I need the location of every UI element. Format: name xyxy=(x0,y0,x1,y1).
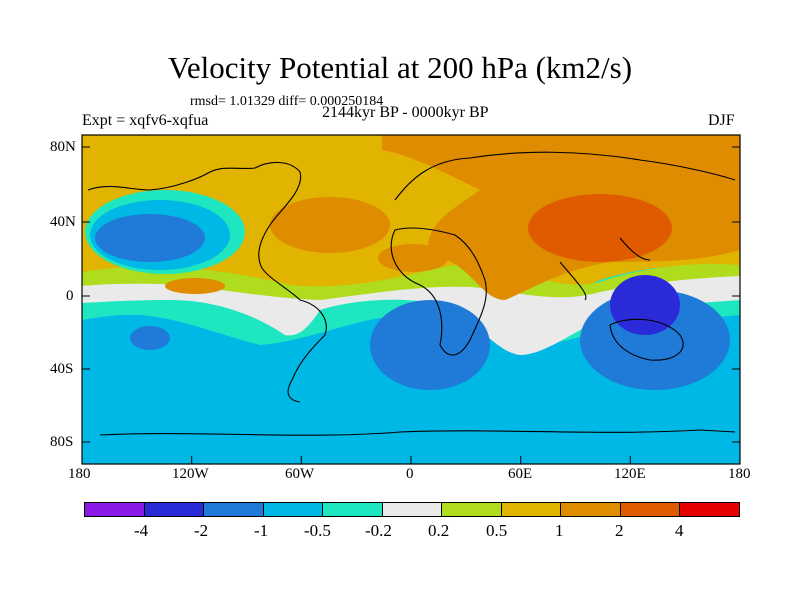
x-tick-label: 0 xyxy=(406,466,414,482)
season-label: DJF xyxy=(708,112,735,129)
x-tick-label: 120W xyxy=(172,466,209,482)
colorbar-label: -0.2 xyxy=(365,521,392,540)
x-tick-label: 180 xyxy=(728,466,751,482)
contour-band xyxy=(370,300,490,390)
colorbar-swatch xyxy=(620,503,681,516)
contour-band xyxy=(165,278,225,294)
contour-band xyxy=(378,244,448,272)
coastlines xyxy=(87,151,736,436)
colorbar-label: -1 xyxy=(254,521,269,540)
colorbar-label: 4 xyxy=(675,521,684,540)
colorbar-swatch xyxy=(382,503,443,516)
contour-band xyxy=(130,326,170,350)
colorbar-label: 1 xyxy=(555,521,564,540)
colorbar-label: -2 xyxy=(194,521,209,540)
chart-title: Velocity Potential at 200 hPa (km2/s) xyxy=(167,50,633,85)
period-label: 2144kyr BP - 0000kyr BP xyxy=(322,104,489,121)
colorbar-swatch xyxy=(442,503,502,516)
colorbar-swatch xyxy=(501,503,562,516)
contour-band xyxy=(270,197,390,253)
contour-band xyxy=(528,194,672,262)
x-tick-label: 60W xyxy=(285,466,315,482)
colorbar-swatch xyxy=(144,503,205,516)
stats-label: rmsd= 1.01329 diff= 0.000250184 xyxy=(190,94,384,109)
contour-fill-layer xyxy=(82,135,740,464)
y-tick-label: 80S xyxy=(50,434,74,450)
colorbar-swatch xyxy=(263,503,324,516)
colorbar-label: -0.5 xyxy=(304,521,331,540)
contour-band xyxy=(610,275,680,335)
x-tick-label: 60E xyxy=(508,466,533,482)
tick-marks xyxy=(81,146,740,464)
colorbar-label: 0.5 xyxy=(486,521,508,540)
y-tick-label: 80N xyxy=(50,139,76,155)
colorbar-label: 0.2 xyxy=(428,521,450,540)
colorbar-swatch xyxy=(323,503,383,516)
y-tick-label: 40S xyxy=(50,361,74,377)
x-tick-label: 120E xyxy=(614,466,646,482)
y-tick-label: 0 xyxy=(66,288,74,304)
experiment-label: Expt = xqfv6-xqfua xyxy=(82,112,209,129)
contour-band xyxy=(95,214,205,262)
colorbar-swatch xyxy=(561,503,621,516)
colorbar xyxy=(84,502,740,517)
colorbar-swatch xyxy=(85,503,145,516)
colorbar-swatch xyxy=(680,503,740,516)
colorbar-label: -4 xyxy=(134,521,149,540)
colorbar-label: 2 xyxy=(615,521,624,540)
colorbar-swatch xyxy=(204,503,264,516)
x-tick-label: 180 xyxy=(68,466,91,482)
y-tick-label: 40N xyxy=(50,214,76,230)
